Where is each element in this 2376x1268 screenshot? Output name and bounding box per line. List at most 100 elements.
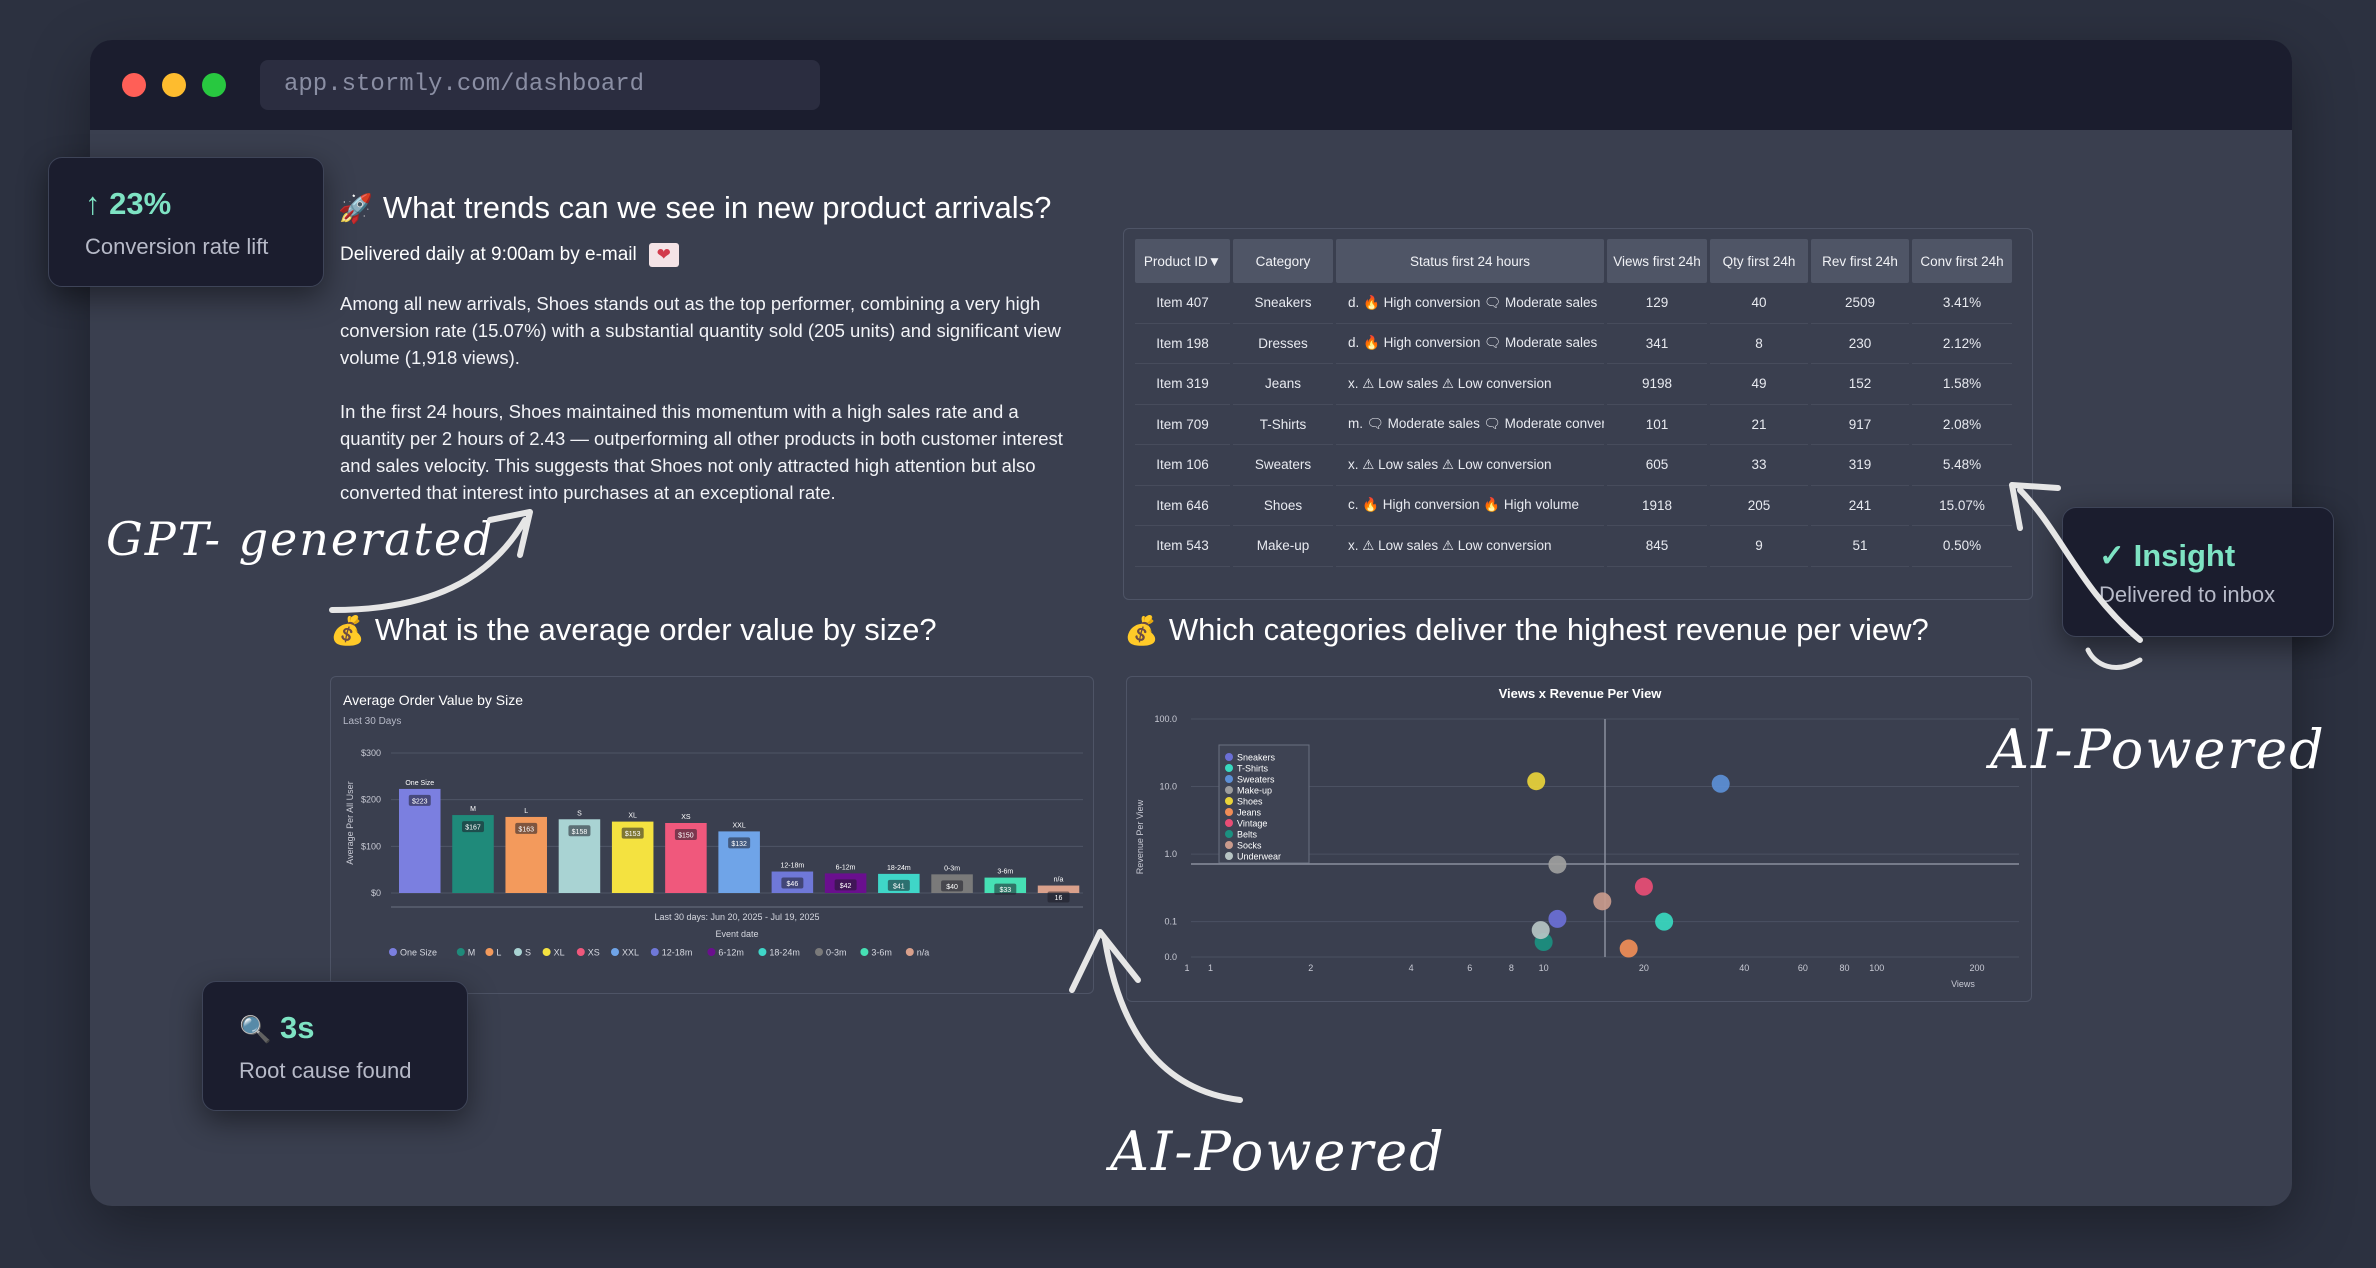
- bar-value-label: $33: [999, 887, 1011, 894]
- scatter-y-label: Revenue Per View: [1135, 799, 1145, 874]
- bar-value-label: 16: [1055, 895, 1063, 902]
- scatter-x-tick: 80: [1839, 963, 1849, 973]
- bar-y-tick: $300: [361, 748, 381, 758]
- table-cell: 8: [1710, 324, 1808, 364]
- delivery-info: Delivered daily at 9:00am by e-mail ❤: [340, 243, 679, 267]
- table-header-0[interactable]: Product ID▼: [1135, 239, 1230, 283]
- scatter-legend-swatch: [1225, 753, 1233, 761]
- legend-label: 0-3m: [826, 948, 847, 958]
- bar-category-label: 0-3m: [944, 865, 960, 872]
- revenue-chart-panel: Views x Revenue Per View 0.0 0.1 1.0 10.0 100…: [1126, 676, 2032, 1002]
- bar-value-badge: [834, 879, 857, 891]
- bar-value-badge: [461, 821, 484, 833]
- scatter-x-tick: 1: [1184, 963, 1189, 973]
- bar-category-label: 3-6m: [997, 869, 1013, 876]
- conversion-value: ↑ 23%: [85, 186, 172, 221]
- revenue-scatter-chart: Views x Revenue Per View 0.0 0.1 1.0 10.0 100…: [1135, 686, 2019, 989]
- scatter-x-tick: 100: [1869, 963, 1884, 973]
- scatter-point-jeans: [1619, 939, 1638, 958]
- table-cell: x. ⚠ Low sales ⚠ Low conversion: [1336, 364, 1604, 405]
- scatter-point-sweaters: [1711, 774, 1730, 793]
- section-aov-title-text: What is the average order value by size?: [374, 612, 937, 647]
- table-cell: 33: [1710, 445, 1808, 486]
- bar-category-label: 6-12m: [836, 864, 856, 871]
- minimize-window-button[interactable]: [162, 73, 186, 97]
- section-aov-title: 💰 What is the average order value by size…: [330, 612, 937, 648]
- address-bar[interactable]: app.stormly.com/dashboard: [260, 60, 820, 110]
- scatter-point-make-up: [1548, 855, 1567, 874]
- table-cell: 9198: [1607, 364, 1707, 405]
- dashboard-content: 🚀 What trends can we see in new product a…: [90, 130, 2292, 1206]
- scatter-point-socks: [1593, 892, 1612, 911]
- table-row: Item 198 Dresses d. 🔥 High conversion 🗨 Mo…: [1135, 324, 2012, 364]
- legend-label: M: [468, 948, 476, 958]
- table-row: Item 319 Jeans x. ⚠ Low sales ⚠ Low conver…: [1135, 364, 2012, 405]
- insight-paragraph-2: In the first 24 hours, Shoes maintained …: [340, 401, 1063, 503]
- bar-value-badge: [515, 822, 538, 834]
- scatter-legend-swatch: [1225, 764, 1233, 772]
- table-cell: 49: [1710, 364, 1808, 405]
- scatter-x-tick: 200: [1970, 963, 1985, 973]
- bar-category-label: One Size: [405, 780, 434, 787]
- scatter-legend-label: Sneakers: [1237, 753, 1276, 763]
- bar-value-badge: [621, 827, 644, 839]
- table-cell: 9: [1710, 526, 1808, 567]
- table-cell: 1918: [1607, 486, 1707, 526]
- bar-value-badge: [941, 880, 964, 892]
- table-header-5: Rev first 24h: [1811, 239, 1909, 283]
- table-cell: 15.07%: [1912, 486, 2012, 526]
- table-cell: 605: [1607, 445, 1707, 486]
- product-table-panel: Product ID▼ Category Status first 24 hours…: [1123, 228, 2033, 600]
- bar-value-label: $132: [731, 841, 747, 848]
- table-header-4: Qty first 24h: [1710, 239, 1808, 283]
- close-window-button[interactable]: [122, 73, 146, 97]
- bar-value-label: $150: [678, 833, 694, 840]
- bar-value-label: $41: [893, 883, 905, 890]
- insight-value: ✓ Insight: [2099, 538, 2236, 573]
- table-cell: 241: [1811, 486, 1909, 526]
- product-table: Product ID▼ Category Status first 24 hours…: [1132, 239, 2015, 567]
- scatter-y-tick: 0.0: [1164, 952, 1177, 962]
- ai-powered-annotation-bottom: AI-Powered: [1110, 1120, 1446, 1183]
- table-row: Item 407 Sneakers d. 🔥 High conversion 🗨 M…: [1135, 283, 2012, 324]
- scatter-point-shoes: [1527, 772, 1546, 791]
- scatter-legend-swatch: [1225, 786, 1233, 794]
- table-cell: d. 🔥 High conversion 🗨 Moderate sales: [1336, 283, 1604, 324]
- legend-label: One Size: [400, 948, 437, 958]
- table-cell: Item 106: [1135, 445, 1230, 486]
- scatter-x-tick: 2: [1308, 963, 1313, 973]
- rootcause-value-text: 3s: [280, 1010, 315, 1045]
- bar-One Size: [399, 788, 441, 893]
- arrow-to-text-icon: [329, 509, 533, 613]
- scatter-legend-label: Shoes: [1237, 797, 1263, 807]
- aov-bar-chart: Average Order Value by Size Last 30 Days $…: [343, 692, 1083, 958]
- bar-value-label: $167: [465, 825, 481, 832]
- table-cell: c. 🔥 High conversion 🔥 High volume: [1336, 486, 1604, 526]
- scatter-legend-swatch: [1225, 852, 1233, 860]
- scatter-legend-label: Jeans: [1237, 808, 1262, 818]
- table-header-6: Conv first 24h: [1912, 239, 2012, 283]
- table-cell: 152: [1811, 364, 1909, 405]
- table-cell: 2509: [1811, 283, 1909, 324]
- table-cell: 845: [1607, 526, 1707, 567]
- legend-label: XS: [588, 948, 600, 958]
- rootcause-label: Root cause found: [239, 1058, 412, 1083]
- scatter-x-tick: 6: [1467, 963, 1472, 973]
- insight-label: Delivered to inbox: [2099, 582, 2276, 607]
- insight-paragraph-1: Among all new arrivals, Shoes stands out…: [340, 293, 1061, 368]
- table-cell: 2.08%: [1912, 405, 2012, 445]
- table-cell: Sweaters: [1233, 445, 1333, 486]
- scatter-legend-label: T-Shirts: [1237, 764, 1269, 774]
- legend-label: 12-18m: [662, 948, 693, 958]
- money-bag-icon: 💰: [330, 615, 365, 646]
- scatter-legend: [1218, 744, 1310, 864]
- section-revenue-title: 💰 Which categories deliver the highest re…: [1124, 612, 1929, 648]
- maximize-window-button[interactable]: [202, 73, 226, 97]
- bar-n/a: [1037, 885, 1080, 893]
- table-cell: 205: [1710, 486, 1808, 526]
- scatter-legend-swatch: [1225, 797, 1233, 805]
- bar-category-label: L: [524, 808, 528, 815]
- scatter-legend-swatch: [1225, 775, 1233, 783]
- scatter-legend-label: Sweaters: [1237, 775, 1275, 785]
- scatter-y-tick: 10.0: [1159, 782, 1177, 792]
